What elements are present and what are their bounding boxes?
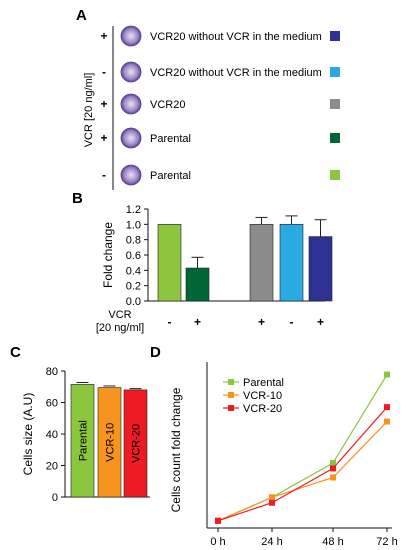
data-point	[384, 404, 390, 411]
bar	[70, 384, 95, 498]
bar-category-label: Parental	[78, 420, 90, 461]
chart-d: 0 h 24 h 48 h 72 h Cells count fold change Pa…	[169, 362, 398, 548]
row-sign: +	[100, 131, 107, 145]
y-tick-label: 0.4	[126, 265, 141, 277]
x-tick-label: 48 h	[322, 536, 343, 548]
condition-sign: +	[258, 315, 265, 329]
row-color-swatch	[330, 170, 340, 180]
data-point	[384, 371, 390, 378]
row-label: Parental	[150, 170, 191, 182]
culture-dish-image	[120, 164, 142, 186]
data-point	[330, 474, 336, 481]
culture-dish-image	[120, 93, 142, 115]
panel-d-letter: D	[150, 344, 161, 361]
condition-sign: -	[290, 315, 294, 329]
chart-c: 0 20 40 60 80 Cells size (A.U) Parental VCR-10 V…	[21, 366, 150, 504]
legend-marker	[228, 379, 234, 385]
culture-dish-image	[120, 61, 142, 83]
panel-b-letter: B	[72, 190, 83, 207]
legend-marker	[228, 392, 234, 398]
y-axis-label: Fold change	[101, 222, 115, 288]
bar	[249, 224, 274, 302]
data-point	[330, 465, 336, 472]
y-tick-label: 0.2	[126, 281, 141, 293]
y-axis-label: Cells count fold change	[169, 387, 183, 512]
row-label-line2: [20 ng/ml]	[96, 322, 144, 334]
y-tick-label: 1.2	[126, 204, 141, 216]
data-point	[330, 460, 336, 467]
row-label: VCR20	[150, 99, 185, 111]
row-sign: +	[100, 97, 107, 111]
y-axis-label: Cells size (A.U)	[21, 393, 35, 476]
legend-label: Parental	[243, 377, 284, 389]
series-line	[217, 406, 388, 522]
legend-label: VCR-10	[243, 390, 282, 402]
x-tick-label: 24 h	[261, 536, 282, 548]
x-tick-label: 0 h	[210, 536, 225, 548]
bar	[157, 224, 182, 302]
culture-dish-image	[120, 127, 142, 149]
row-sign: -	[102, 168, 106, 182]
bar	[308, 236, 333, 302]
row-color-swatch	[330, 99, 340, 109]
row-color-swatch	[330, 133, 340, 143]
series-line	[217, 421, 388, 522]
condition-sign: -	[168, 315, 172, 329]
row-label: Parental	[150, 133, 191, 145]
row-label-line1: VCR	[108, 309, 131, 321]
condition-sign: +	[194, 315, 201, 329]
legend-marker	[228, 405, 234, 411]
row-sign: +	[100, 29, 107, 43]
culture-dish-image	[120, 25, 142, 47]
y-tick-label: 0.6	[126, 250, 141, 262]
row-color-swatch	[330, 67, 340, 77]
data-point	[269, 494, 275, 501]
panel-a-letter: A	[76, 7, 87, 24]
row-label: VCR20 without VCR in the medium	[150, 67, 322, 79]
y-tick-label: 80	[46, 366, 58, 378]
condition-sign: +	[317, 315, 324, 329]
bar	[185, 267, 210, 302]
data-point	[215, 517, 221, 524]
bar-category-label: VCR-20	[131, 424, 143, 463]
vcr-side-label: VCR [20 ng/ml]	[83, 73, 95, 148]
y-tick-label: 0.8	[126, 235, 141, 247]
row-color-swatch	[330, 31, 340, 41]
bar-category-label: VCR-10	[105, 423, 117, 462]
row-label: VCR20 without VCR in the medium	[150, 31, 322, 43]
data-point	[384, 418, 390, 425]
panel-c-letter: C	[10, 344, 21, 361]
y-tick-label: 40	[46, 429, 58, 441]
bar	[279, 224, 304, 302]
y-tick-label: 20	[46, 461, 58, 473]
legend-label: VCR-20	[243, 403, 282, 415]
y-tick-label: 0.0	[126, 296, 141, 308]
panel-a-rows: + VCR20 without VCR in the medium - VCR20 w…	[100, 25, 340, 186]
bar	[123, 389, 148, 498]
row-sign: -	[102, 65, 106, 79]
y-tick-label: 0	[52, 492, 58, 504]
data-point	[269, 499, 275, 506]
bar	[97, 387, 122, 498]
y-tick-label: 1.0	[126, 219, 141, 231]
y-tick-label: 60	[46, 398, 58, 410]
x-tick-label: 72 h	[376, 536, 397, 548]
chart-b: 0.0 0.2 0.4 0.6 0.8 1.0 1.2 Fold change - + + - + VCR…	[96, 204, 333, 334]
